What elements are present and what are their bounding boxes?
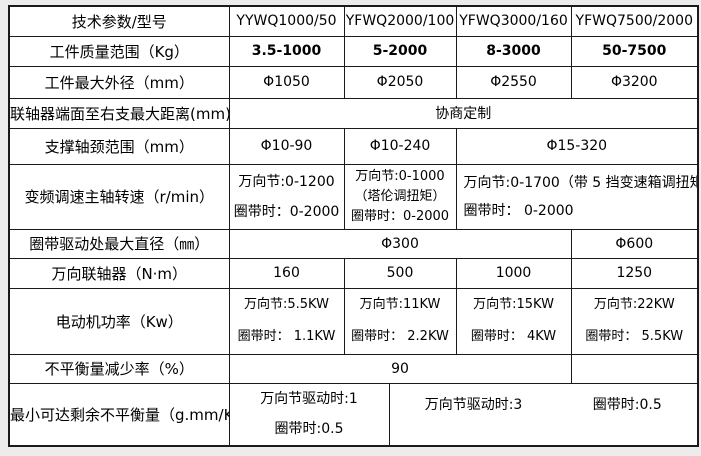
value-cell: Φ10-90 [228,127,345,165]
value-line: 圈带时:0.5 [592,396,662,413]
empty-cell [570,353,699,384]
model-cell: YFWQ3000/160 [455,5,572,37]
value-cell-merged: 万向节:0-1700（带 5 挡变速箱调扭矩） 圈带时： 0-2000 [455,163,699,230]
row-label: 不平衡量减少率（%） [8,353,230,384]
table-row-max-outer-diameter: 工件最大外径（mm） Φ1050 Φ2050 Φ2550 Φ3200 [8,65,699,99]
row-label: 联轴器端面至右支最大距离(mm)） [8,97,230,129]
value-line: 万向节:0-1000 [355,168,445,184]
value-cell: 万向节:0-1200 圈带时：0-2000 [228,163,345,230]
value-cell: 3.5-1000 [228,35,345,67]
value-cell: 5-2000 [343,35,457,67]
value-cell-merged: Φ15-320 [455,127,699,165]
value-cell: Φ3200 [570,65,699,99]
value-cell: 50-7500 [570,35,699,67]
value-line: 圈带时： 0-2000 [463,202,574,219]
value-cell: 万向节:11KW 圈带时： 2.2KW [343,287,457,355]
value-line: 圈带时： 4KW [470,329,557,344]
value-cell: Φ600 [570,228,699,259]
value-line: 圈带时： 2.2KW [351,329,449,344]
value-cell: Φ2550 [455,65,572,99]
value-line: 万向节:15KW [473,297,554,312]
value-cell: 500 [343,257,457,289]
row-label: 支撑轴颈范围（mm） [8,127,230,165]
value-cell-merged: 协商定制 [228,97,699,129]
value-line: 圈带时：0-2000 [350,208,450,224]
table-row-header: 技术参数/型号 YYWQ1000/50 YFWQ2000/100 YFWQ300… [8,5,699,37]
value-cell: Φ10-240 [343,127,457,165]
value-line: 圈带时： 1.1KW [237,329,336,344]
value-cell: 8-3000 [455,35,572,67]
spec-table: 技术参数/型号 YYWQ1000/50 YFWQ2000/100 YFWQ300… [8,5,700,447]
value-cell: Φ1050 [228,65,345,99]
value-line: 圈带时:0.5 [274,421,344,438]
row-label: 圈带驱动处最大直径（㎜） [8,228,230,259]
table-row-mass-range: 工件质量范围（Kg） 3.5-1000 5-2000 8-3000 50-750… [8,35,699,67]
value-line: 万向节:22KW [593,297,675,312]
row-label: 工件质量范围（Kg） [8,35,230,67]
value-line: 圈带时： 5.5KW [585,329,684,344]
table-row-spindle-speed: 变频调速主轴转速（r/min） 万向节:0-1200 圈带时：0-2000 万向… [8,163,699,230]
value-line: （塔伦调扭矩） [354,188,446,204]
table-row-coupling-distance: 联轴器端面至右支最大距离(mm)） 协商定制 [8,97,699,129]
value-cell: 万向节驱动时:1 圈带时:0.5 [228,382,390,447]
value-cell-merged: 90 [228,353,572,384]
table-row-min-residual-unbalance: 最小可达剩余不平衡量（g.mm/Kg） 万向节驱动时:1 圈带时:0.5 万向节… [8,382,699,447]
table-row-motor-power: 电动机功率（Kw） 万向节:5.5KW 圈带时： 1.1KW 万向节:11KW … [8,287,699,355]
value-line: 万向节:0-1200 [238,173,335,190]
model-cell: YFWQ7500/2000 [570,5,699,37]
value-cell: 1250 [570,257,699,289]
table-row-belt-drive-diameter: 圈带驱动处最大直径（㎜） Φ300 Φ600 [8,228,699,259]
row-label: 最小可达剩余不平衡量（g.mm/Kg） [8,382,230,447]
value-line: 万向节:11KW [359,297,441,312]
value-cell-merged: Φ300 [228,228,572,259]
value-cell: Φ2050 [343,65,457,99]
value-cell: 万向节:15KW 圈带时： 4KW [455,287,572,355]
row-label: 工件最大外径（mm） [8,65,230,99]
value-cell: 万向节:5.5KW 圈带时： 1.1KW [228,287,345,355]
value-line: 万向节:5.5KW [244,297,329,312]
value-cell: 160 [228,257,345,289]
value-line-group: 万向节驱动时:3 圈带时:0.5 [390,384,697,414]
value-cell: 万向节:0-1000 （塔伦调扭矩） 圈带时：0-2000 [343,163,457,230]
header-label: 技术参数/型号 [8,5,230,37]
value-line: 万向节驱动时:1 [260,391,358,408]
value-line: 圈带时：0-2000 [233,203,340,220]
row-label: 万向联轴器（N·m） [8,257,230,289]
value-cell: 1000 [455,257,572,289]
value-line: 万向节:0-1700（带 5 挡变速箱调扭矩） [463,174,699,191]
value-cell-merged: 万向节驱动时:3 圈带时:0.5 [388,382,699,447]
table-row-journal-range: 支撑轴颈范围（mm） Φ10-90 Φ10-240 Φ15-320 [8,127,699,165]
model-cell: YYWQ1000/50 [228,5,345,37]
value-cell: 万向节:22KW 圈带时： 5.5KW [570,287,699,355]
table-row-unbalance-reduction: 不平衡量减少率（%） 90 [8,353,699,384]
model-cell: YFWQ2000/100 [343,5,457,37]
value-line: 万向节驱动时:3 [424,396,523,413]
table-row-universal-coupling: 万向联轴器（N·m） 160 500 1000 1250 [8,257,699,289]
row-label: 变频调速主轴转速（r/min） [8,163,230,230]
row-label: 电动机功率（Kw） [8,287,230,355]
